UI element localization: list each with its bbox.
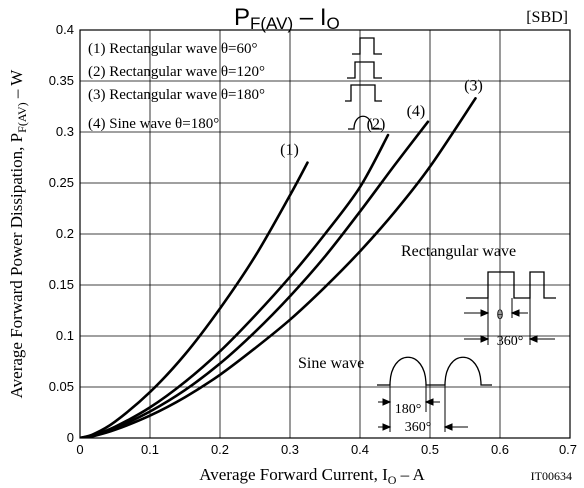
y-tick-label: 0.25 <box>49 175 74 190</box>
x-tick-label: 0.2 <box>211 442 229 457</box>
series-label-1: (1) <box>280 142 299 159</box>
theta-dimension <box>464 298 555 345</box>
rect-period-label: 360° <box>497 334 524 349</box>
chart-title: PF(AV) – IO <box>234 4 340 33</box>
y-tick-label: 0.4 <box>56 22 74 37</box>
x-tick-label: 0.6 <box>491 442 509 457</box>
y-tick-label: 0.15 <box>49 277 74 292</box>
y-tick-label: 0.05 <box>49 379 74 394</box>
sine-wave-inset: Sine wave 180° 360° <box>298 355 492 435</box>
theta-label: θ <box>497 308 504 323</box>
rect-60-wave-icon <box>352 37 382 55</box>
legend: (1) Rectangular wave θ=60° (2) Rectangul… <box>88 41 265 132</box>
y-axis-label: Average Forward Power Dissipation, PF(AV… <box>7 69 29 399</box>
x-tick-label: 0.7 <box>559 442 577 457</box>
legend-waveform-icons <box>345 37 382 130</box>
y-tick-label: 0.2 <box>56 226 74 241</box>
series-line-4 <box>80 120 430 438</box>
y-tick-label: 0.1 <box>56 328 74 343</box>
x-tick-label: 0.5 <box>421 442 439 457</box>
tick-labels: 0 0.1 0.2 0.3 0.4 0.5 0.6 0.7 0 0.05 0.1 0.15 0.2 0.2… <box>49 22 577 457</box>
series-line-3 <box>80 97 477 438</box>
sine-half-label: 180° <box>395 402 422 417</box>
grid-lines <box>80 30 570 438</box>
y-tick-label: 0.35 <box>49 73 74 88</box>
legend-entry-2: (2) Rectangular wave θ=120° <box>88 64 265 80</box>
x-tick-label: 0.1 <box>141 442 159 457</box>
series-line-1 <box>80 161 309 438</box>
y-tick-label: 0.3 <box>56 124 74 139</box>
legend-entry-1: (1) Rectangular wave θ=60° <box>88 41 258 57</box>
series-label-2: (2) <box>367 116 386 133</box>
x-tick-label: 0 <box>76 442 83 457</box>
legend-entry-3: (3) Rectangular wave θ=180° <box>88 87 265 103</box>
x-tick-label: 0.4 <box>351 442 369 457</box>
rect-inset-waveform <box>466 271 556 299</box>
sine-wave-icon <box>348 115 382 130</box>
sine-dimension <box>378 385 468 432</box>
device-tag: [SBD] <box>526 9 568 26</box>
series-label-4: (4) <box>407 103 426 120</box>
rectangular-wave-inset: Rectangular wave θ 360° <box>401 243 556 349</box>
x-axis-label: Average Forward Current, IO – A <box>199 465 425 487</box>
x-tick-label: 0.3 <box>281 442 299 457</box>
sine-period-label: 360° <box>405 420 432 435</box>
legend-entry-4: (4) Sine wave θ=180° <box>88 116 219 132</box>
sine-inset-waveform <box>377 356 492 386</box>
plot-frame <box>79 29 571 439</box>
rect-120-wave-icon <box>347 61 382 79</box>
rect-180-wave-icon <box>345 84 382 102</box>
series-label-3: (3) <box>464 77 483 94</box>
y-tick-label: 0 <box>67 430 74 445</box>
sine-inset-title: Sine wave <box>298 355 364 372</box>
data-series <box>80 97 477 438</box>
figure-code: IT00634 <box>531 469 572 483</box>
rect-inset-title: Rectangular wave <box>401 243 516 260</box>
